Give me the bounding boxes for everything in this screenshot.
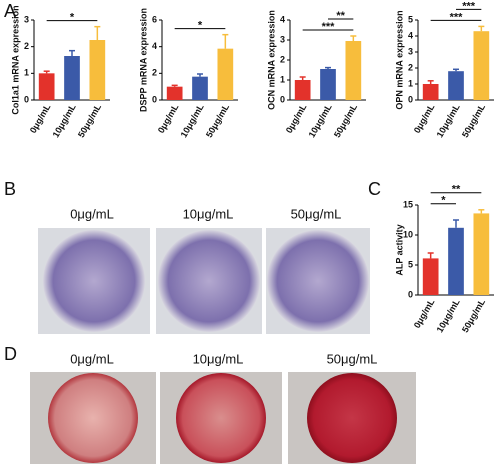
well bbox=[48, 373, 138, 463]
x-tick-label: 0μg/mL bbox=[284, 102, 309, 135]
significance-label: *** bbox=[462, 0, 476, 12]
x-tick-label: 10μg/mL bbox=[435, 297, 462, 334]
y-axis-label: OPN mRNA expression bbox=[394, 10, 404, 109]
y-tick-label: 0 bbox=[408, 289, 413, 299]
image-caption: 50μg/mL bbox=[327, 351, 378, 366]
y-tick-label: 5 bbox=[408, 14, 413, 24]
bar bbox=[64, 56, 80, 100]
bar bbox=[473, 213, 490, 295]
x-tick-label: 0μg/mL bbox=[156, 102, 181, 135]
significance-label: ** bbox=[452, 184, 461, 196]
y-tick-label: 3 bbox=[280, 34, 285, 44]
y-tick-label: 4 bbox=[280, 14, 285, 24]
y-tick-label: 15 bbox=[403, 199, 413, 209]
y-axis-label: OCN mRNA expression bbox=[266, 10, 276, 110]
panel-label: D bbox=[4, 344, 17, 364]
y-axis-label: ALP activity bbox=[394, 224, 404, 275]
bar bbox=[38, 73, 55, 100]
well-images bbox=[30, 372, 416, 464]
y-tick-label: 2 bbox=[408, 62, 413, 72]
significance-label: * bbox=[70, 12, 75, 24]
significance-label: ** bbox=[336, 10, 345, 22]
bar bbox=[345, 41, 362, 100]
y-tick-label: 5 bbox=[408, 259, 413, 269]
y-tick-label: 0 bbox=[24, 94, 29, 104]
x-tick-label: 10μg/mL bbox=[51, 102, 78, 139]
y-axis-label: DSPP mRNA expression bbox=[138, 8, 148, 112]
y-tick-label: 1 bbox=[280, 74, 285, 84]
y-tick-label: 1 bbox=[24, 68, 29, 78]
x-tick-label: 50μg/mL bbox=[204, 102, 231, 139]
x-tick-label: 10μg/mL bbox=[307, 102, 334, 139]
bar bbox=[320, 69, 336, 100]
x-tick-label: 50μg/mL bbox=[76, 102, 103, 139]
x-tick-label: 10μg/mL bbox=[179, 102, 206, 139]
x-tick-label: 0μg/mL bbox=[28, 102, 53, 135]
bar bbox=[448, 227, 464, 295]
y-axis-label: Col1a1 mRNA expression bbox=[10, 5, 20, 114]
x-tick-label: 0μg/mL bbox=[412, 102, 437, 135]
y-tick-label: 4 bbox=[408, 30, 413, 40]
y-tick-label: 2 bbox=[24, 41, 29, 51]
y-tick-label: 2 bbox=[280, 54, 285, 64]
bar bbox=[448, 71, 464, 100]
y-tick-label: 4 bbox=[152, 41, 157, 51]
bar bbox=[473, 31, 490, 101]
y-tick-label: 6 bbox=[152, 14, 157, 24]
significance-label: * bbox=[441, 195, 446, 207]
well-images bbox=[38, 228, 370, 334]
bar bbox=[192, 76, 208, 100]
y-tick-label: 0 bbox=[408, 94, 413, 104]
image-caption: 0μg/mL bbox=[70, 351, 114, 366]
y-tick-label: 2 bbox=[152, 68, 157, 78]
well bbox=[267, 230, 369, 332]
significance-label: *** bbox=[322, 21, 336, 33]
image-caption: 0μg/mL bbox=[70, 206, 114, 221]
x-tick-label: 50μg/mL bbox=[460, 297, 487, 334]
x-tick-label: 50μg/mL bbox=[460, 102, 487, 139]
image-caption: 50μg/mL bbox=[291, 206, 342, 221]
bar bbox=[217, 48, 234, 100]
y-tick-label: 3 bbox=[408, 46, 413, 56]
panel-label: C bbox=[368, 179, 381, 199]
bar bbox=[89, 40, 106, 100]
image-caption: 10μg/mL bbox=[193, 351, 244, 366]
bar bbox=[294, 80, 311, 100]
x-tick-label: 0μg/mL bbox=[412, 297, 437, 330]
significance-label: * bbox=[198, 20, 203, 32]
bar bbox=[166, 86, 183, 100]
image-caption: 10μg/mL bbox=[183, 206, 234, 221]
well bbox=[43, 230, 145, 332]
y-tick-label: 10 bbox=[403, 229, 413, 239]
well bbox=[158, 230, 260, 332]
bar bbox=[422, 84, 439, 100]
bar bbox=[422, 258, 439, 295]
well bbox=[307, 373, 397, 463]
well bbox=[176, 373, 266, 463]
y-tick-label: 0 bbox=[152, 94, 157, 104]
x-tick-label: 50μg/mL bbox=[332, 102, 359, 139]
significance-label: *** bbox=[450, 11, 464, 23]
y-tick-label: 0 bbox=[280, 94, 285, 104]
x-tick-label: 10μg/mL bbox=[435, 102, 462, 139]
panel-label: A bbox=[4, 1, 16, 21]
y-tick-label: 3 bbox=[24, 14, 29, 24]
panel-label: B bbox=[4, 179, 16, 199]
y-tick-label: 1 bbox=[408, 78, 413, 88]
